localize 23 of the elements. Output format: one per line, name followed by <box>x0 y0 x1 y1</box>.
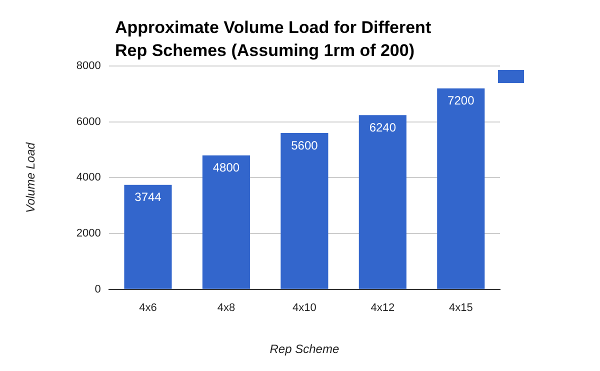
y-tick-label: 8000 <box>76 60 101 72</box>
data-label: 3744 <box>134 190 162 204</box>
chart-title: Approximate Volume Load for Different Rep Schemes (Assuming 1rm of 200) <box>115 17 432 62</box>
y-tick-label: 0 <box>94 283 101 296</box>
y-tick-label: 6000 <box>76 116 101 128</box>
y-axis-title: Volume Load <box>24 142 38 213</box>
bar <box>280 133 328 289</box>
bar <box>124 184 172 289</box>
x-tick-label: 4x8 <box>217 302 236 314</box>
x-tick-label: 4x15 <box>448 302 473 314</box>
y-tick-label: 4000 <box>76 172 101 184</box>
x-axis-title: Rep Scheme <box>270 342 340 356</box>
x-tick-label: 4x6 <box>139 302 157 314</box>
data-label: 4800 <box>212 160 240 175</box>
bar <box>437 88 485 289</box>
data-label: 5600 <box>291 138 318 152</box>
data-label: 7200 <box>448 94 475 108</box>
data-label: 6240 <box>369 120 396 134</box>
x-tick-label: 4x10 <box>292 302 316 314</box>
y-tick-label: 2000 <box>76 228 101 240</box>
bar <box>202 155 250 289</box>
bar <box>358 115 406 289</box>
x-tick-label: 4x12 <box>370 302 395 314</box>
